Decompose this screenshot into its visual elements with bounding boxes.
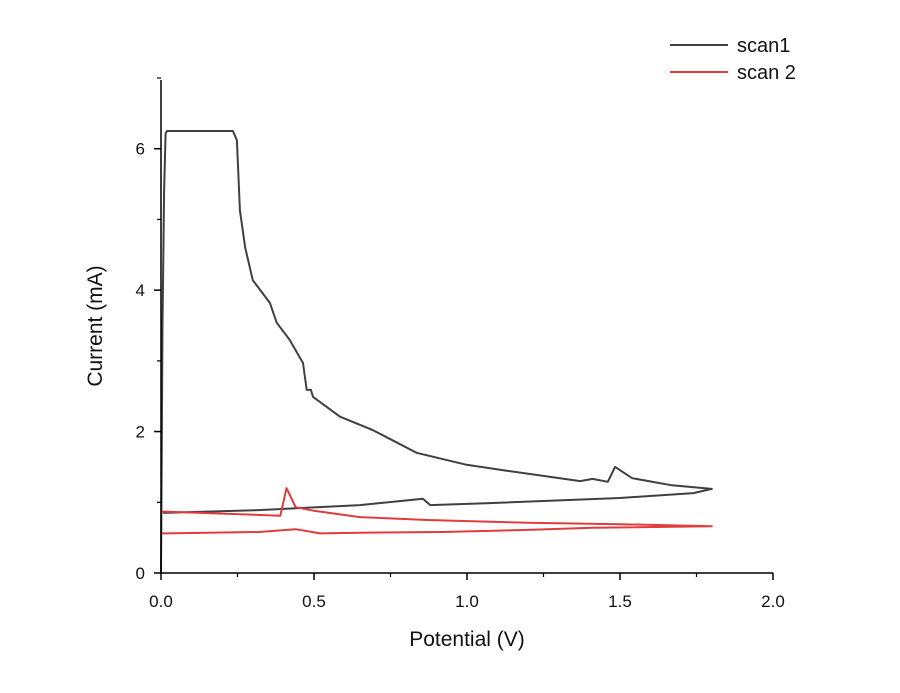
legend: scan1 scan 2 — [670, 35, 796, 84]
y-axis-label: Current (mA) — [84, 265, 107, 386]
legend-label-1: scan1 — [737, 35, 790, 57]
x-tick-label: 2.0 — [761, 592, 785, 611]
x-axis-label: Potential (V) — [409, 628, 525, 651]
y-tick-label: 2 — [136, 423, 145, 442]
legend-label-2: scan 2 — [737, 62, 796, 84]
y-tick-label: 6 — [136, 140, 145, 159]
x-tick-label: 1.5 — [608, 592, 632, 611]
x-tick-label: 1.0 — [455, 592, 479, 611]
y-tick-label: 0 — [136, 564, 145, 583]
series-line-1 — [160, 130, 713, 574]
series-line-2 — [160, 487, 713, 535]
y-tick-label: 4 — [136, 281, 145, 300]
x-tick-label: 0.0 — [149, 592, 173, 611]
x-tick-label: 0.5 — [302, 592, 326, 611]
